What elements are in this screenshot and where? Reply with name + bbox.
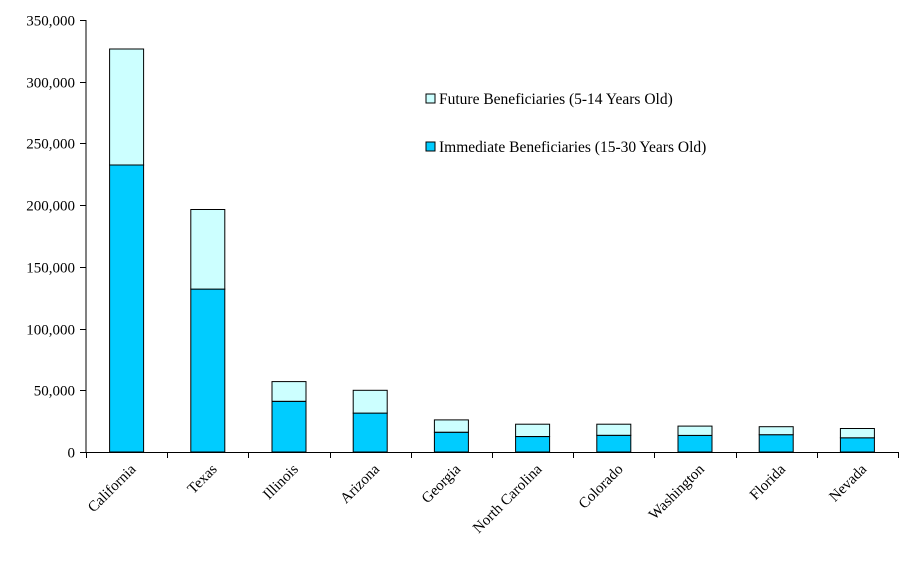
bar-future-california [109, 48, 145, 166]
legend-swatch-future [425, 93, 436, 104]
y-tick-label: 300,000 [26, 76, 75, 92]
bar-future-washington [677, 425, 713, 436]
bars [109, 48, 875, 453]
bar-future-texas [190, 209, 226, 290]
bar-immediate-colorado [596, 434, 632, 453]
x-category-label: Nevada [827, 461, 871, 505]
y-tick-label: 50,000 [34, 384, 75, 400]
legend-label-immediate: Immediate Beneficiaries (15-30 Years Old… [439, 139, 706, 156]
bar-future-florida [758, 426, 794, 436]
y-tick-label: 0 [68, 446, 76, 462]
bar-immediate-north-carolina [515, 436, 551, 453]
x-category-label: Florida [747, 461, 789, 503]
x-category-label: Colorado [576, 462, 627, 513]
y-tick-label: 350,000 [26, 14, 75, 30]
bar-future-north-carolina [515, 423, 551, 438]
y-tick-label: 150,000 [26, 261, 75, 277]
bar-immediate-arizona [352, 412, 388, 453]
y-tick-label: 200,000 [26, 199, 75, 215]
bar-future-illinois [271, 381, 307, 402]
bar-immediate-florida [758, 434, 794, 453]
bar-immediate-washington [677, 434, 713, 453]
y-tick-label: 250,000 [26, 137, 75, 153]
y-axis: 0 50,000 100,000 150,000 200,000 250,000 300,0… [26, 14, 87, 462]
bar-future-arizona [352, 389, 388, 414]
x-category-label: Texas [185, 461, 221, 497]
x-category-label: Illinois [260, 461, 301, 502]
bar-immediate-nevada [839, 437, 875, 453]
x-category-label: California [85, 461, 140, 516]
legend-swatch-immediate [425, 141, 436, 152]
bar-future-nevada [839, 428, 875, 439]
bar-future-colorado [596, 423, 632, 436]
x-category-label: North Carolina [470, 461, 545, 536]
bar-immediate-texas [190, 288, 226, 453]
x-category-label: Georgia [419, 461, 465, 507]
bar-future-georgia [433, 419, 469, 433]
legend: Future Beneficiaries (5-14 Years Old) Imm… [425, 91, 706, 156]
bar-immediate-california [109, 164, 145, 453]
legend-label-future: Future Beneficiaries (5-14 Years Old) [439, 91, 673, 108]
x-category-label: Washington [646, 461, 708, 523]
y-tick-label: 100,000 [26, 323, 75, 339]
x-axis: California Texas Illinois Arizona Georgia Nor… [85, 452, 899, 537]
bar-immediate-illinois [271, 400, 307, 453]
bar-immediate-georgia [433, 431, 469, 453]
x-category-label: Arizona [338, 461, 384, 507]
